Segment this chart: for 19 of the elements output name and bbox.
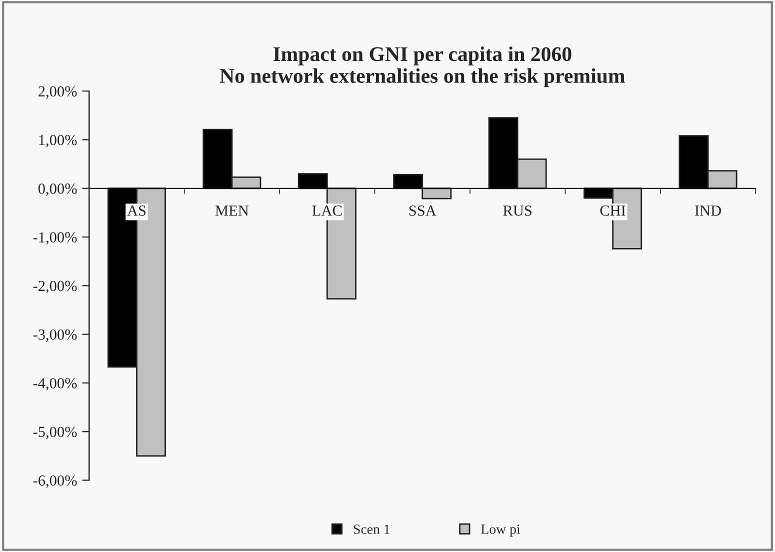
x-tick-label: IND xyxy=(694,206,721,216)
y-tick-label: 0,00% xyxy=(38,184,77,196)
y-tick-label: -3,00% xyxy=(33,329,77,342)
x-tick-label: MEN xyxy=(215,206,249,216)
y-tick-label: -5,00% xyxy=(33,426,77,440)
x-tick-label: LAC xyxy=(312,206,342,216)
legend-label: Scen 1 xyxy=(354,524,390,534)
x-tick-label: AS xyxy=(127,206,146,216)
chart-title: Impact on GNI per capita in 2060 No network externalities on the risk premium xyxy=(220,46,625,88)
x-tick-label: RUS xyxy=(503,206,532,216)
y-tick-label: -6,00% xyxy=(33,475,77,488)
x-tick-label: CHI xyxy=(600,206,626,216)
y-tick-label: -1,00% xyxy=(33,232,77,245)
x-tick-label: SSA xyxy=(409,206,436,216)
legend-label: Low pi xyxy=(481,524,520,537)
y-tick-label: -2,00% xyxy=(33,280,77,294)
y-tick-label: -4,00% xyxy=(33,378,77,391)
y-tick-label: 1,00% xyxy=(39,134,77,148)
y-tick-label: 2,00% xyxy=(38,86,77,99)
